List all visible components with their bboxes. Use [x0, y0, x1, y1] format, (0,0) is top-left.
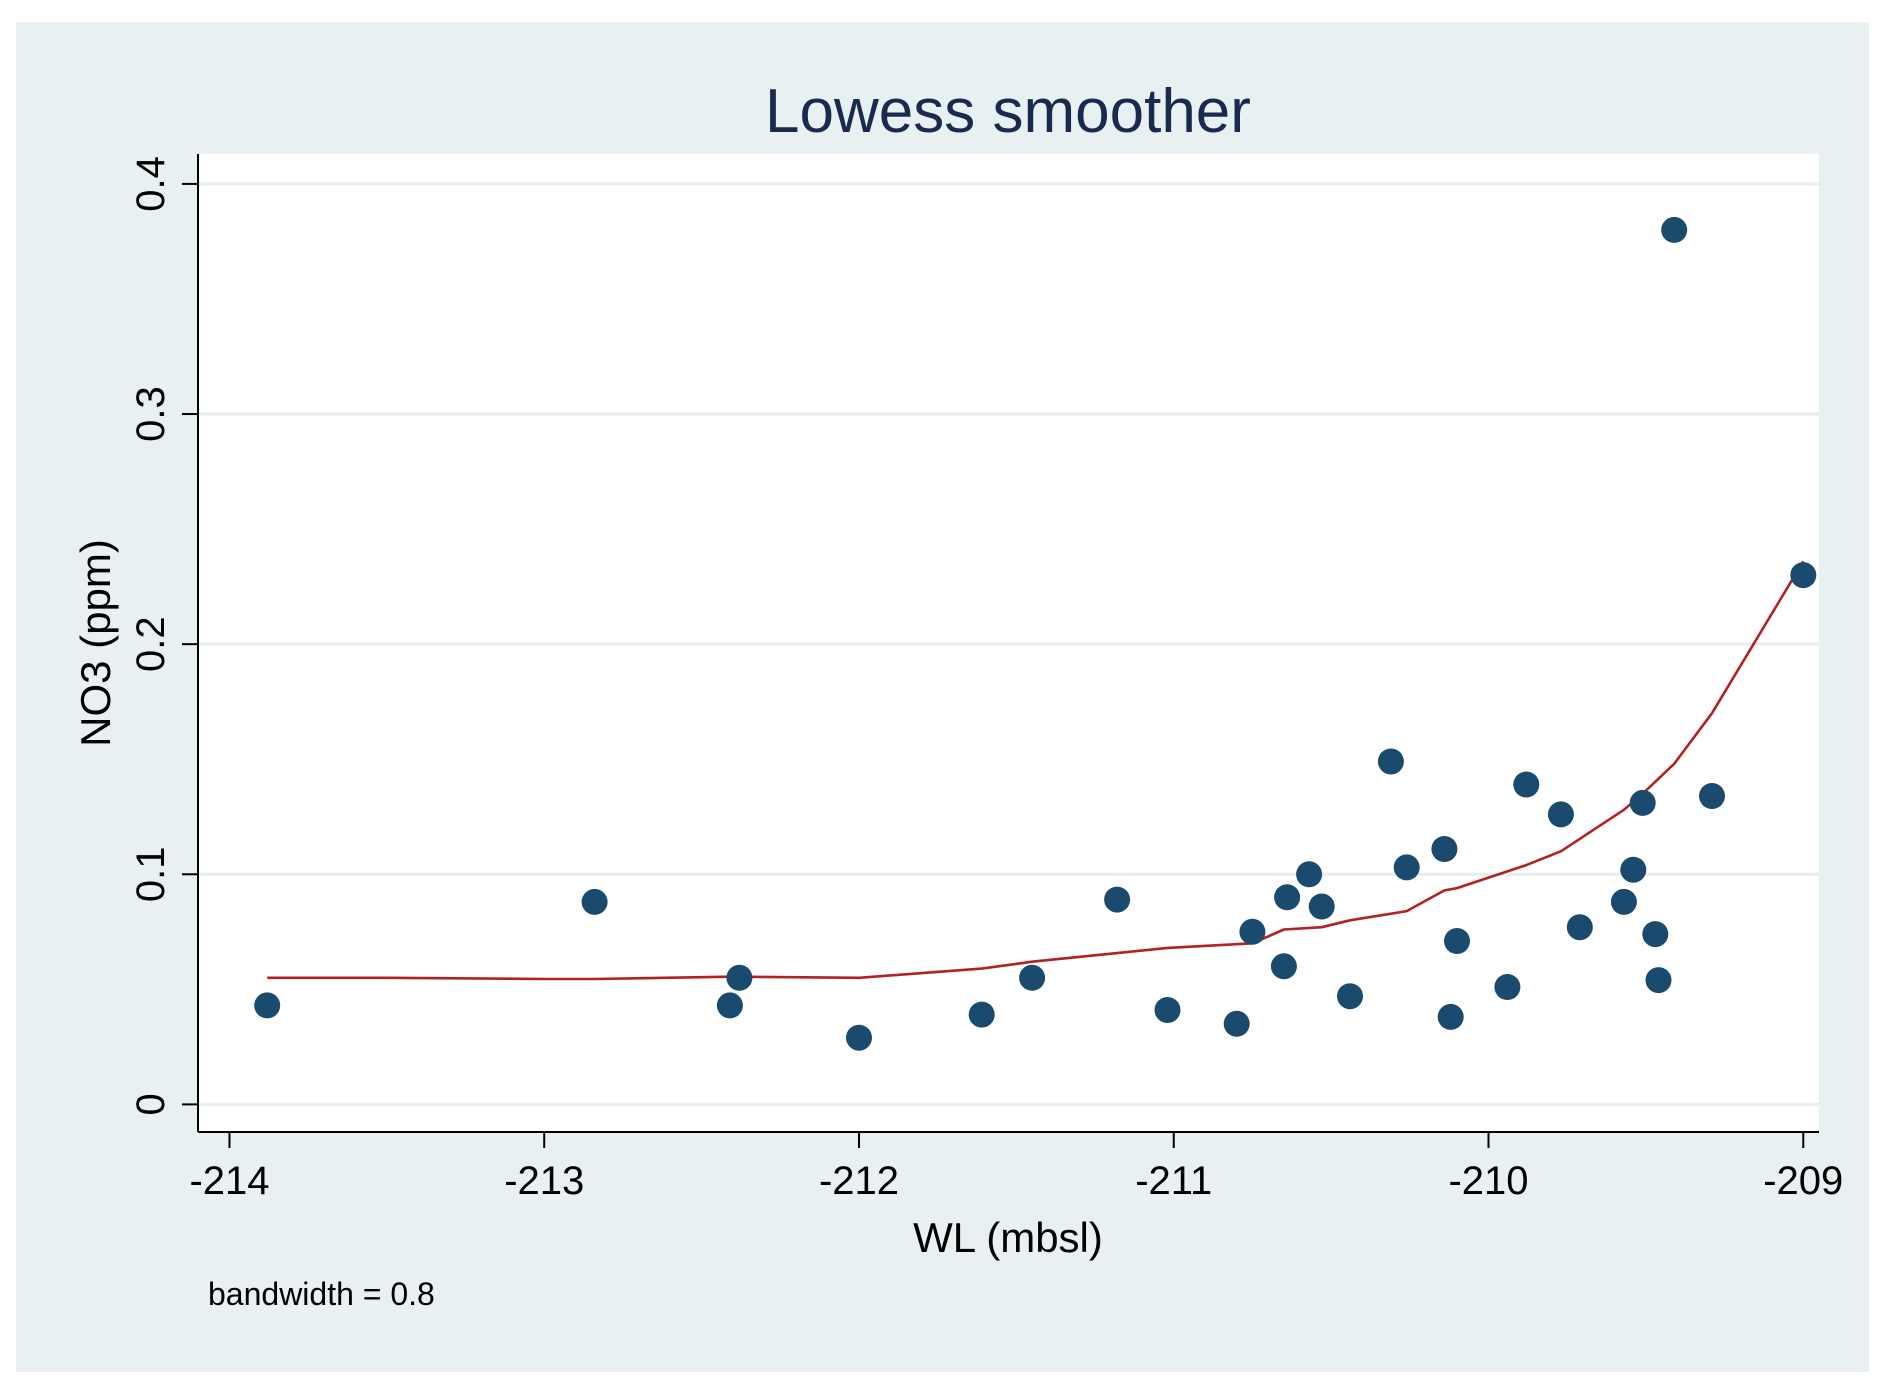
scatter-point: [1431, 836, 1458, 862]
scatter-point: [1019, 964, 1046, 991]
scatter-point: [1610, 888, 1637, 915]
scatter-point: [1566, 914, 1593, 941]
y-tick-label: 0: [129, 1093, 173, 1115]
x-tick-label: -214: [189, 1159, 269, 1203]
scatter-point: [581, 888, 608, 915]
chart-title: Lowess smoother: [765, 77, 1251, 146]
scatter-point: [1699, 783, 1725, 809]
scatter-point: [1239, 918, 1266, 945]
scatter-point: [1154, 997, 1181, 1023]
y-tick-label: 0.2: [129, 616, 173, 672]
scatter-point: [1444, 928, 1470, 954]
scatter-point: [1494, 974, 1521, 1000]
scatter-point: [1790, 562, 1817, 589]
scatter-point: [968, 1001, 995, 1028]
scatter-point: [1223, 1010, 1250, 1037]
y-tick-label: 0.4: [129, 156, 173, 212]
scatter-point: [1393, 854, 1420, 881]
scatter-point: [1437, 1003, 1464, 1030]
gridlines: [199, 182, 1819, 1106]
y-tick-label: 0.3: [129, 386, 173, 442]
x-tick-label: -212: [819, 1159, 899, 1203]
x-tick-label: -213: [504, 1159, 584, 1203]
scatter-point: [1629, 789, 1656, 816]
y-axis-title: NO3 (ppm): [72, 539, 119, 747]
scatter-point: [1337, 983, 1363, 1010]
scatter-point: [1308, 893, 1335, 920]
x-axis-ticks: -214 -213 -212 -211 -210 -209: [189, 1132, 1843, 1203]
scatter-point: [1274, 884, 1301, 911]
scatter-point: [1642, 921, 1669, 948]
scatter-point: [1620, 856, 1647, 883]
x-tick-label: -210: [1448, 1159, 1528, 1203]
y-tick-label: 0.1: [129, 846, 173, 902]
scatter-point: [716, 992, 743, 1019]
scatter-point: [1645, 967, 1672, 994]
bandwidth-note: bandwidth = 0.8: [208, 1276, 435, 1312]
scatter-point: [254, 992, 281, 1019]
scatter-point: [1661, 216, 1688, 243]
x-tick-label: -211: [1135, 1159, 1212, 1203]
scatter-point: [1270, 953, 1297, 980]
x-axis-title: WL (mbsl): [913, 1214, 1103, 1261]
scatter-point: [1547, 801, 1574, 828]
y-axis-ticks: 0 0.1 0.2 0.3 0.4: [129, 156, 198, 1116]
scatter-point: [1296, 861, 1323, 888]
scatter-point: [1513, 771, 1540, 798]
scatter-points: [254, 216, 1817, 1051]
scatter-point: [1377, 748, 1404, 775]
axes: [197, 154, 1819, 1133]
scatter-point: [726, 964, 753, 991]
scatter-point: [1104, 886, 1131, 913]
x-tick-label: -209: [1763, 1159, 1843, 1203]
scatter-point: [846, 1024, 872, 1051]
